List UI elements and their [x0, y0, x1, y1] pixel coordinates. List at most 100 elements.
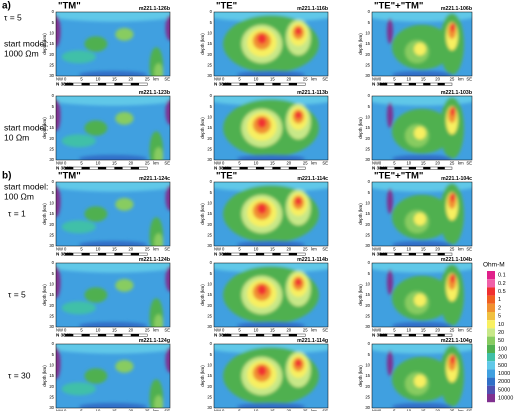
depth-tick-label: 10: [207, 200, 212, 205]
contour: [294, 27, 302, 36]
contour: [414, 126, 426, 140]
depth-tick-label: 30: [207, 157, 212, 162]
scale-bar-segment: [114, 334, 123, 337]
x-tick-label: 25: [145, 328, 150, 333]
x-tick-label: 25: [450, 247, 455, 252]
depth-tick-label: 20: [49, 222, 54, 227]
depth-tick-label: 10: [49, 200, 54, 205]
contour: [56, 182, 170, 192]
x-tick-label: 0: [222, 409, 225, 411]
depth-tick-label: 15: [207, 41, 212, 46]
depth-tick-label: 25: [365, 146, 370, 151]
scale-bar-segment: [437, 167, 445, 170]
panel-id: m221.1-124g: [139, 338, 170, 344]
x-tick-label: 10: [254, 247, 259, 252]
row-label: τ = 5: [8, 289, 26, 299]
contour: [294, 359, 302, 368]
contour: [154, 63, 164, 76]
contour: [392, 321, 452, 327]
x-tick-label: 0: [64, 247, 67, 252]
contours: [214, 96, 328, 160]
depth-tick-label: 0: [210, 341, 213, 346]
scale-bar-segment: [130, 334, 139, 337]
scale-bar-segment: [423, 83, 431, 86]
x-tick-label: 10: [406, 328, 411, 333]
depth-label: depth (km): [42, 203, 47, 225]
model-image: [56, 263, 170, 327]
depth-tick-label: 0: [368, 260, 371, 265]
depth-tick-label: 25: [365, 313, 370, 318]
scale-bar-segment: [114, 253, 123, 256]
depth-tick-label: 25: [49, 313, 54, 318]
panel-id: m221.1-114c: [297, 176, 328, 182]
scale-bar-segment: [423, 253, 431, 256]
depth-tick-label: 15: [49, 41, 54, 46]
scale-bar-segment: [408, 334, 416, 337]
contour: [115, 279, 134, 292]
scale-bar-segment: [239, 167, 248, 170]
nw-label: NW: [372, 247, 379, 252]
x-tick-label: 15: [112, 247, 117, 252]
x-tick-label: 10: [96, 77, 101, 82]
scale-bar-segment: [437, 253, 445, 256]
nw-label: NW: [214, 328, 221, 333]
x-tick-label: 10: [96, 247, 101, 252]
row-label: τ = 30: [8, 370, 31, 380]
frame: [55, 262, 171, 328]
frame: [371, 181, 473, 247]
contours: [56, 344, 170, 408]
row-label: start model:: [4, 122, 48, 132]
row-label: start model:: [4, 38, 48, 48]
scale-bar-segment: [239, 253, 248, 256]
scale-bar-segment: [223, 253, 232, 256]
nw-label: NW: [214, 409, 221, 411]
depth-tick-label: 5: [52, 104, 55, 109]
scale-bar-segment: [239, 334, 248, 337]
frame: [55, 343, 171, 409]
colorbar-label: 500: [498, 363, 507, 369]
contour: [78, 402, 148, 408]
x-tick-label: 0: [64, 77, 67, 82]
x-unit: km: [311, 77, 317, 82]
depth-tick-label: 5: [368, 104, 371, 109]
contours: [214, 12, 328, 76]
contour: [387, 350, 393, 376]
scale-bar-segment: [223, 83, 232, 86]
column-title: "TE": [216, 171, 237, 182]
colorbar-label: 0.1: [498, 273, 506, 279]
contour: [236, 240, 306, 246]
scale-bar-segment: [239, 83, 248, 86]
depth-label: depth (km): [358, 203, 363, 225]
row-sublabel: 1000 Ωm: [4, 48, 39, 58]
depth-tick-label: 15: [365, 125, 370, 130]
scale-bar-segment: [437, 83, 445, 86]
depth-tick-label: 5: [368, 271, 371, 276]
model-image: [56, 344, 170, 408]
scale-bar-segment: [255, 334, 265, 337]
panel-id: m221.1-114g: [297, 338, 328, 344]
model-image: [214, 344, 328, 408]
depth-tick-label: 20: [49, 384, 54, 389]
x-tick-label: 20: [286, 409, 291, 411]
depth-tick-label: 5: [52, 190, 55, 195]
contour: [165, 347, 170, 373]
row-sublabel: 10 Ωm: [4, 132, 29, 142]
depth-tick-label: 25: [207, 62, 212, 67]
contour: [294, 197, 302, 206]
contour: [236, 321, 306, 327]
depth-tick-label: 30: [365, 243, 370, 248]
x-tick-label: 15: [421, 161, 426, 166]
depth-tick-label: 10: [49, 362, 54, 367]
depth-tick-label: 5: [210, 352, 213, 357]
depth-tick-label: 20: [365, 136, 370, 141]
x-tick-label: 20: [286, 328, 291, 333]
x-unit: km: [311, 161, 317, 166]
x-tick-label: 10: [254, 161, 259, 166]
x-tick-label: 20: [128, 161, 133, 166]
scale-bar-segment: [255, 167, 265, 170]
contour: [392, 402, 452, 408]
panel-id: m221.1-124b: [139, 257, 170, 263]
x-tick-label: 10: [254, 77, 259, 82]
frame: [213, 343, 329, 409]
scale-bar-segment: [114, 83, 123, 86]
